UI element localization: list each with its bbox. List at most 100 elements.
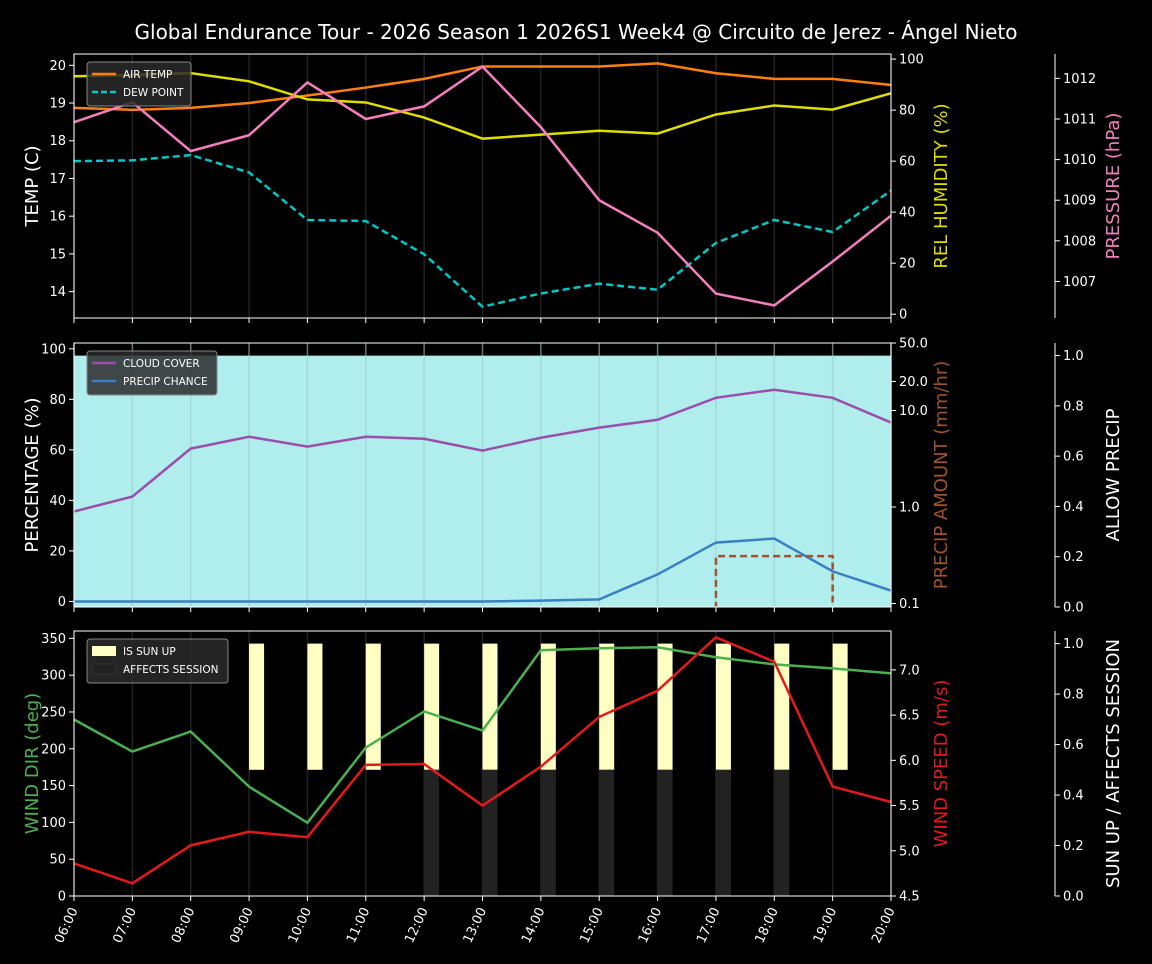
panel-2: 0 20 40 60 80 100 0.1 1.0 10.0 20.0 50.0 0.0 0.2 0.4 0…: [22, 337, 1124, 616]
sun-up-bar: [657, 643, 673, 770]
y3-tick-label: 0.0: [1063, 601, 1084, 616]
y-tick-label: 40: [49, 494, 66, 509]
legend-swatch: [91, 663, 117, 675]
y2-tick-label: 20.0: [899, 375, 928, 390]
series-line-precip-chance: [74, 537, 892, 603]
affects-session-bar: [774, 769, 790, 896]
y2-tick-label: 5.5: [899, 799, 920, 814]
y2-tick-label: 0.1: [899, 597, 920, 612]
y3-tick-label: 1007: [1063, 275, 1096, 290]
y2-tick-label: 5.0: [899, 844, 920, 859]
y-tick-label: 80: [49, 393, 66, 408]
y-tick-label: 16: [49, 210, 66, 225]
y2-tick-label: 40: [899, 206, 916, 221]
legend-label: DEW POINT: [123, 87, 184, 99]
legend-label: PRECIP CHANCE: [123, 376, 208, 388]
y-tick-label: 100: [41, 816, 66, 831]
sun-up-bar: [482, 643, 498, 770]
series-line-cloud-cover: [73, 388, 892, 513]
affects-session-bar: [540, 769, 556, 896]
sun-up-bar: [774, 643, 790, 770]
y-axis-label: WIND DIR (deg): [22, 693, 43, 835]
series-line-dew-point: [73, 153, 892, 309]
sun-up-bar: [424, 643, 440, 770]
y3-tick-label: 0.6: [1063, 450, 1084, 465]
y2-tick-label: 100: [899, 53, 924, 68]
y3-tick-label: 0.2: [1063, 839, 1084, 854]
y-tick-label: 200: [41, 742, 66, 757]
y2-tick-label: 6.0: [899, 754, 920, 769]
legend-label: IS SUN UP: [123, 646, 176, 658]
sun-up-bar: [365, 643, 381, 770]
y3-tick-label: 0.0: [1063, 890, 1084, 905]
y-tick-label: 300: [41, 669, 66, 684]
y3-tick-label: 1009: [1063, 194, 1096, 209]
y-tick-label: 0: [58, 890, 66, 905]
legend-box: [86, 350, 218, 396]
legend-label: AIR TEMP: [123, 69, 172, 81]
y2-tick-label: 6.5: [899, 709, 920, 724]
y2-tick-label: 60: [899, 155, 916, 170]
y-tick-label: 0: [58, 595, 66, 610]
y-tick-label: 60: [49, 443, 66, 458]
y3-tick-label: 0.4: [1063, 500, 1084, 515]
y2-tick-label: 0: [899, 308, 907, 323]
y3-tick-label: 1010: [1063, 153, 1096, 168]
affects-session-bar: [599, 769, 615, 896]
sun-up-bar: [307, 643, 323, 770]
y-tick-label: 250: [41, 705, 66, 720]
affects-session-bar: [482, 769, 498, 896]
y3-tick-label: 0.8: [1063, 399, 1084, 414]
y2-axis-label: PRECIP AMOUNT (mm/hr): [931, 361, 952, 590]
y3-tick-label: 1.0: [1063, 349, 1084, 364]
y3-axis-label: ALLOW PRECIP: [1103, 408, 1124, 541]
y2-tick-label: 20: [899, 257, 916, 272]
y3-tick-label: 1012: [1063, 72, 1096, 87]
y3-axis-label: PRESSURE (hPa): [1103, 113, 1124, 260]
y-tick-label: 19: [49, 97, 66, 112]
y-tick-label: 15: [49, 247, 66, 262]
chart-title: Global Endurance Tour - 2026 Season 1 20…: [135, 20, 1018, 44]
y3-tick-label: 1011: [1063, 112, 1096, 127]
series-line-y: [73, 646, 892, 825]
y2-tick-label: 80: [899, 104, 916, 119]
sun-up-bar: [715, 643, 731, 770]
y3-tick-label: 0.6: [1063, 738, 1084, 753]
y-tick-label: 150: [41, 779, 66, 794]
y2-axis-label: REL HUMIDITY (%): [931, 103, 952, 268]
series-line-y2: [73, 635, 892, 885]
panel-3: 0 50 100 150 200 250 300 350 4.5 5.0 5.5 6.0 6.5 7.0 0…: [22, 630, 1124, 946]
y-tick-label: 14: [49, 285, 66, 300]
sun-up-bar: [540, 643, 556, 770]
y3-tick-label: 0.8: [1063, 688, 1084, 703]
y-tick-label: 20: [49, 544, 66, 559]
y-tick-label: 350: [41, 632, 66, 647]
y-tick-label: 18: [49, 134, 66, 149]
y-tick-label: 100: [41, 342, 66, 357]
sun-up-bar: [599, 643, 615, 770]
panel-1: 14 15 16 17 18 19 20 0 20 40 60 80 100 1007 1008 1009 10…: [22, 53, 1124, 323]
y2-tick-label: 7.0: [899, 663, 920, 678]
legend-box: [86, 638, 229, 684]
y-tick-label: 20: [49, 59, 66, 74]
y3-tick-label: 1008: [1063, 234, 1096, 249]
y2-axis-label: WIND SPEED (m/s): [931, 680, 952, 848]
y3-tick-label: 1.0: [1063, 637, 1084, 652]
series-line-y2: [73, 71, 892, 140]
sun-up-bar: [832, 643, 848, 770]
affects-session-bar: [715, 769, 731, 896]
y-tick-label: 17: [49, 172, 66, 187]
legend-label: CLOUD COVER: [123, 358, 200, 370]
y-axis-label: TEMP (C): [22, 145, 43, 227]
y2-tick-label: 10.0: [899, 404, 928, 419]
legend-swatch: [92, 646, 116, 656]
sun-up-bar: [249, 643, 265, 770]
y3-axis-label: SUN UP / AFFECTS SESSION: [1103, 639, 1124, 888]
y-tick-label: 50: [49, 853, 66, 868]
legend-label: AFFECTS SESSION: [123, 664, 219, 676]
y2-tick-label: 4.5: [899, 890, 920, 905]
y2-tick-label: 1.0: [899, 500, 920, 515]
legend: AIR TEMP DEW POINT: [86, 61, 192, 107]
y3-tick-label: 0.2: [1063, 550, 1084, 565]
series-line-y3: [73, 64, 892, 307]
